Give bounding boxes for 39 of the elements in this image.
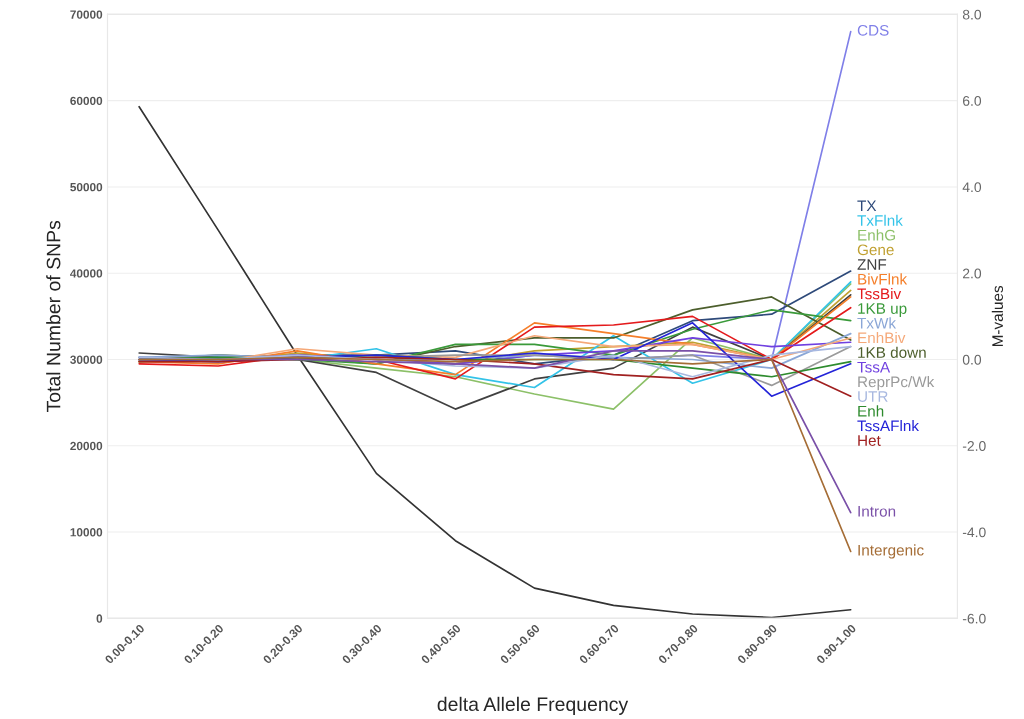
text: TxFlnk — [857, 214, 903, 226]
series-label: EnhBiv — [858, 332, 906, 344]
text: EnhG — [858, 229, 895, 241]
y2-tick-label: 0.0 — [962, 354, 982, 365]
y2-axis-title: M-values — [991, 285, 1004, 347]
y-tick-label: 50000 — [70, 182, 103, 192]
y-tick-label: 70000 — [70, 10, 103, 19]
y2-tick-label: 4.0 — [962, 182, 982, 193]
text: TssAFlnk — [857, 420, 920, 432]
text: TX — [857, 200, 877, 212]
series-label: Intergenic — [858, 544, 924, 559]
series-label: ZNF — [857, 259, 887, 270]
y-tick-label: 40000 — [70, 269, 103, 278]
series-label: TxWk — [857, 317, 897, 329]
series-label: CDS — [857, 24, 889, 36]
series-label: 1KB down — [858, 346, 926, 358]
text: Enh — [858, 405, 884, 417]
y2-tick-label: 6.0 — [963, 95, 982, 106]
series-label: 1KB up — [858, 303, 907, 317]
y-tick-label: 30000 — [70, 355, 103, 364]
series-label: ReprPc/Wk — [858, 376, 935, 391]
text: UTR — [858, 391, 888, 402]
series-label: BivFlnk — [858, 273, 908, 285]
y2-tick-label: -6.0 — [962, 613, 986, 624]
y-tick-label: 20000 — [70, 441, 103, 451]
x-axis-title: delta Allele Frequency — [437, 696, 629, 715]
y2-tick-label: 2.0 — [963, 268, 982, 279]
series-label: Intron — [858, 506, 896, 517]
y-tick-label: 60000 — [70, 96, 103, 106]
series-label: TssBiv — [857, 288, 902, 300]
y2-tick-label: 8.0 — [962, 9, 982, 20]
y2-tick-label: -4.0 — [962, 527, 986, 538]
series-label: TssA — [857, 361, 891, 373]
y-axis-title: Total Number of SNPs — [46, 220, 61, 413]
text: Gene — [857, 244, 894, 256]
y-tick-label: 10000 — [70, 528, 103, 537]
y-tick-label: 0 — [96, 614, 103, 623]
text: Het — [858, 435, 881, 446]
y2-tick-label: -2.0 — [962, 441, 986, 451]
